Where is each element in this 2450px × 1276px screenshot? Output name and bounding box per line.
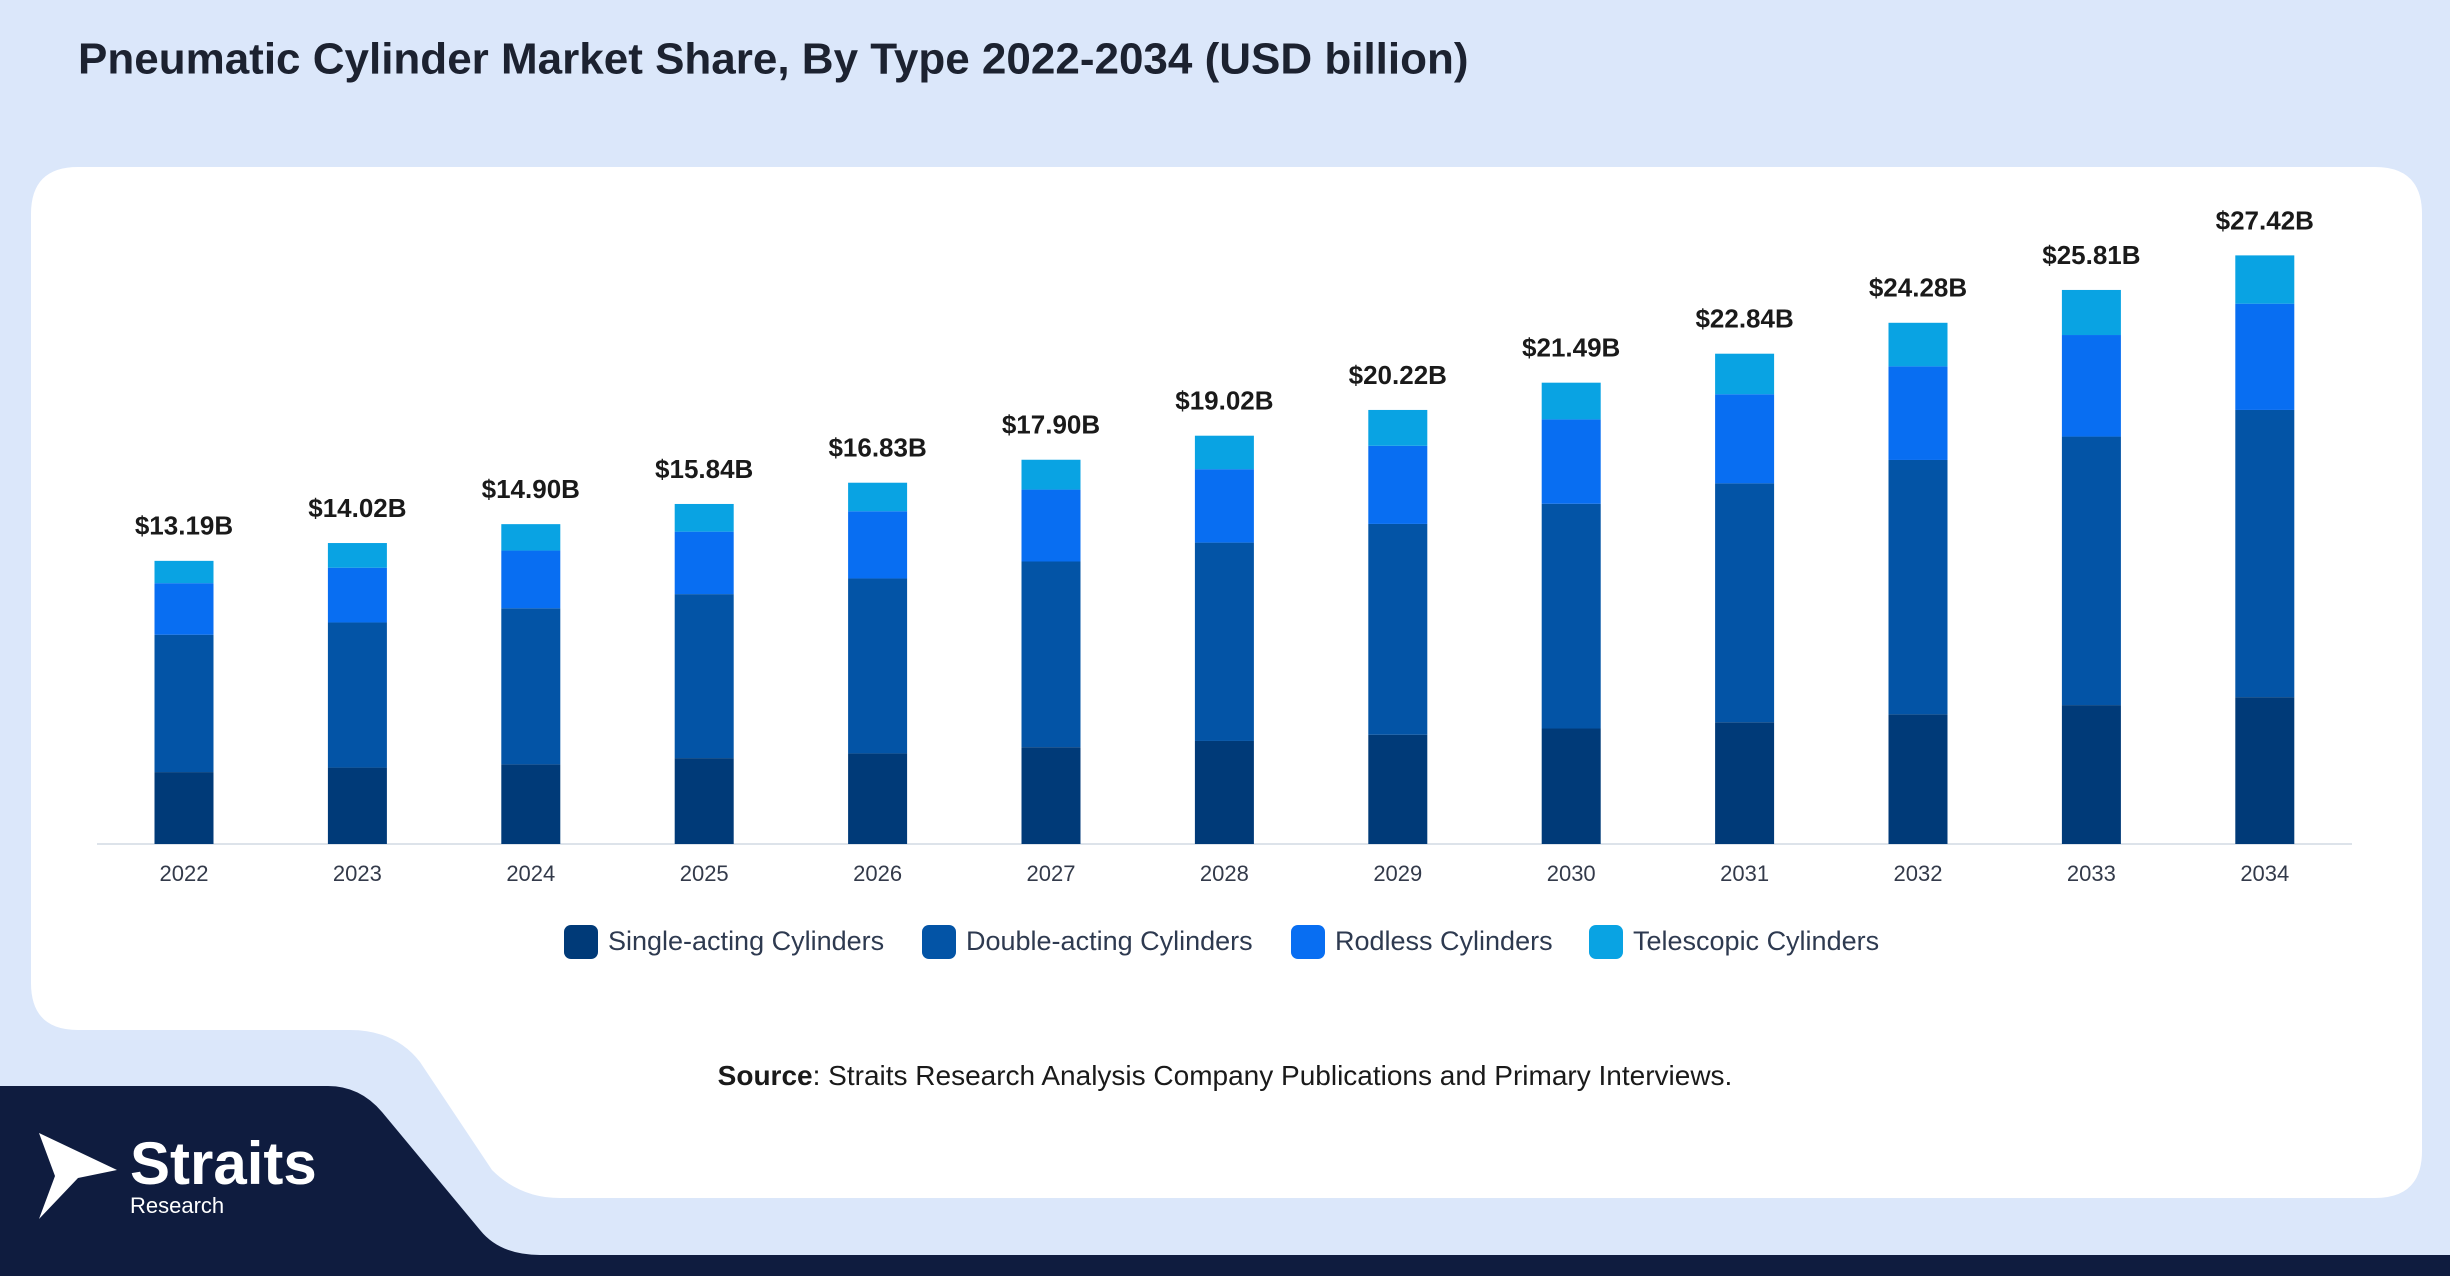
legend-swatch xyxy=(922,925,956,959)
bar-segment xyxy=(674,531,734,595)
bar-segment xyxy=(1194,435,1254,470)
bar-segment xyxy=(154,634,214,773)
bar-segment xyxy=(848,482,908,512)
bar-segment xyxy=(1021,459,1081,490)
x-tick-label: 2028 xyxy=(1200,861,1249,886)
bar-segment xyxy=(1541,419,1601,504)
legend-label: Single-acting Cylinders xyxy=(608,926,884,956)
bar-segment xyxy=(154,583,214,635)
total-label: $25.81B xyxy=(2042,240,2140,270)
bar-segment xyxy=(1541,728,1601,844)
total-label: $20.22B xyxy=(1349,360,1447,390)
x-tick-label: 2032 xyxy=(1894,861,1943,886)
total-label: $14.02B xyxy=(308,493,406,523)
bar-segment xyxy=(1021,747,1081,844)
x-tick-label: 2033 xyxy=(2067,861,2116,886)
bar-segment xyxy=(501,524,561,551)
bar-segment xyxy=(848,753,908,844)
bar-segment xyxy=(2235,255,2295,304)
bar-segment xyxy=(327,767,387,844)
bar-segment xyxy=(1888,366,1948,460)
total-label: $14.90B xyxy=(482,474,580,504)
bar-segment xyxy=(327,543,387,568)
bar-segment xyxy=(1194,469,1254,543)
bar-segment xyxy=(1715,353,1775,395)
bar-segment xyxy=(1194,542,1254,741)
logo-sub: Research xyxy=(130,1193,224,1218)
bar-segment xyxy=(2235,303,2295,410)
bar-segment xyxy=(1715,483,1775,723)
bar-segment xyxy=(674,758,734,844)
total-label: $13.19B xyxy=(135,511,233,541)
bar-segment xyxy=(2061,705,2121,844)
legend-label: Double-acting Cylinders xyxy=(966,926,1253,956)
total-label: $22.84B xyxy=(1695,304,1793,334)
bar-segment xyxy=(1541,503,1601,729)
bar-segment xyxy=(848,511,908,579)
legend-label: Rodless Cylinders xyxy=(1335,926,1553,956)
legend-swatch xyxy=(1291,925,1325,959)
x-tick-label: 2023 xyxy=(333,861,382,886)
total-label: $24.28B xyxy=(1869,273,1967,303)
bar-segment xyxy=(1368,409,1428,446)
bar-segment xyxy=(501,550,561,609)
bar-segment xyxy=(327,622,387,768)
logo-name: Straits xyxy=(130,1130,317,1197)
bar-segment xyxy=(1888,459,1948,715)
bar-segment xyxy=(1888,322,1948,367)
total-label: $17.90B xyxy=(1002,410,1100,440)
bar-segment xyxy=(1368,445,1428,524)
source-text: : Straits Research Analysis Company Publ… xyxy=(813,1060,1733,1091)
legend-swatch xyxy=(564,925,598,959)
bar-segment xyxy=(1541,382,1601,420)
bar-segment xyxy=(501,608,561,765)
logo-icon xyxy=(39,1133,117,1219)
x-tick-label: 2030 xyxy=(1547,861,1596,886)
x-tick-label: 2027 xyxy=(1027,861,1076,886)
x-tick-label: 2034 xyxy=(2240,861,2289,886)
bar-segment xyxy=(154,772,214,844)
x-tick-label: 2031 xyxy=(1720,861,1769,886)
source-note: Source: Straits Research Analysis Compan… xyxy=(718,1060,1733,1091)
bar-segment xyxy=(1368,734,1428,844)
bar-segment xyxy=(1715,722,1775,844)
bar-segment xyxy=(674,503,734,532)
x-tick-label: 2026 xyxy=(853,861,902,886)
total-label: $19.02B xyxy=(1175,386,1273,416)
bar-segment xyxy=(154,560,214,584)
footer-band xyxy=(0,1086,2450,1276)
chart-title: Pneumatic Cylinder Market Share, By Type… xyxy=(78,35,1469,84)
x-tick-label: 2022 xyxy=(160,861,209,886)
bar-segment xyxy=(2061,289,2121,336)
legend-swatch xyxy=(1589,925,1623,959)
bar-segment xyxy=(2061,436,2121,706)
bar-segment xyxy=(2061,335,2121,437)
bar-segment xyxy=(2235,409,2295,698)
total-label: $15.84B xyxy=(655,454,753,484)
bar-segment xyxy=(1021,489,1081,562)
x-tick-label: 2025 xyxy=(680,861,729,886)
bar-segment xyxy=(674,594,734,759)
legend-label: Telescopic Cylinders xyxy=(1633,926,1879,956)
bar-segment xyxy=(1715,394,1775,484)
x-tick-label: 2029 xyxy=(1373,861,1422,886)
bar-segment xyxy=(1888,714,1948,844)
bar-segment xyxy=(1021,561,1081,748)
total-label: $21.49B xyxy=(1522,333,1620,363)
source-label: Source xyxy=(718,1060,813,1091)
bar-segment xyxy=(1368,523,1428,735)
bar-segment xyxy=(2235,697,2295,844)
bar-segment xyxy=(501,764,561,844)
bar-segment xyxy=(1194,740,1254,844)
x-tick-label: 2024 xyxy=(506,861,555,886)
bar-segment xyxy=(327,567,387,623)
bar-segment xyxy=(848,578,908,754)
total-label: $27.42B xyxy=(2216,205,2314,235)
total-label: $16.83B xyxy=(828,433,926,463)
